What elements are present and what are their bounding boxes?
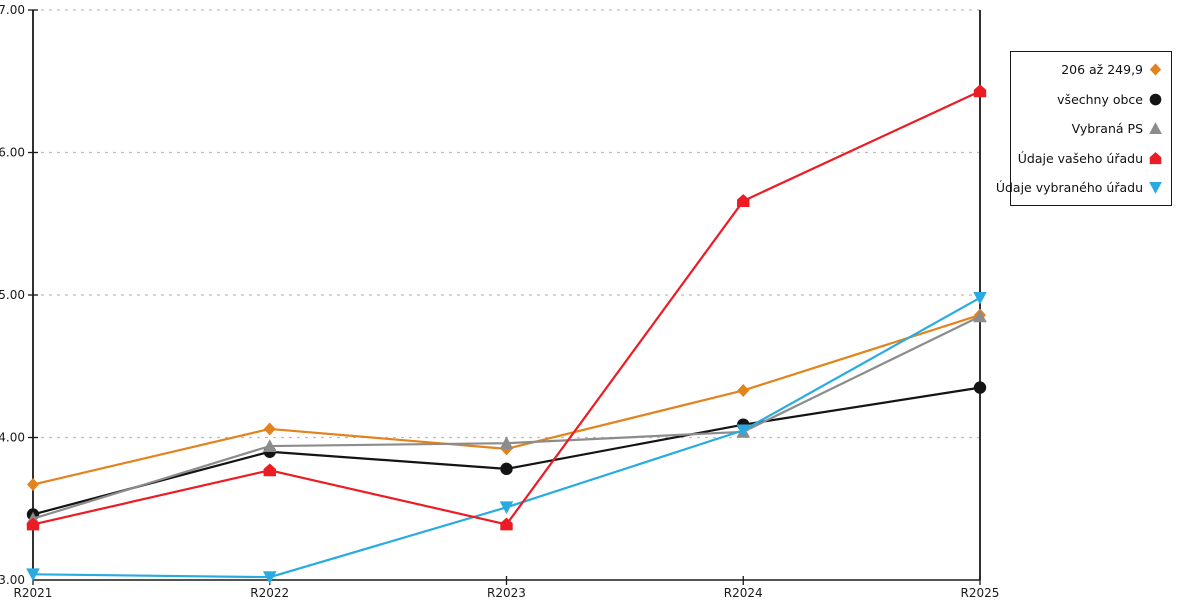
circle-legend-icon bbox=[1149, 93, 1162, 105]
data-point bbox=[737, 194, 750, 207]
legend-item-label: Údaje vybraného úřadu bbox=[995, 180, 1143, 195]
data-point bbox=[263, 463, 276, 477]
data-point bbox=[499, 501, 514, 515]
data-point bbox=[26, 517, 40, 531]
x-tick-label: R2022 bbox=[250, 586, 289, 600]
data-point bbox=[499, 436, 514, 450]
legend-item: 206 až 249,9 bbox=[1015, 55, 1163, 84]
x-tick-label: R2024 bbox=[724, 586, 763, 600]
data-point bbox=[737, 383, 750, 397]
chart-legend: 206 až 249,9 všechny obce Vybraná PS Údaje … bbox=[996, 51, 1172, 206]
legend-item: Vybraná PS bbox=[1015, 114, 1163, 143]
x-tick-label: R2021 bbox=[14, 586, 53, 600]
data-point bbox=[973, 381, 987, 394]
x-tick-label: R2023 bbox=[487, 586, 526, 600]
triangle-down-legend-icon bbox=[1149, 181, 1162, 194]
legend-item-label: všechny obce bbox=[1057, 91, 1143, 107]
y-tick-label: 3.00 bbox=[0, 573, 25, 587]
diamond-legend-icon bbox=[1149, 63, 1162, 76]
y-tick-label: 5.00 bbox=[0, 288, 25, 302]
x-tick-label: R2025 bbox=[961, 586, 1000, 600]
data-point bbox=[263, 422, 276, 436]
data-point bbox=[500, 462, 513, 476]
data-point bbox=[26, 568, 40, 582]
series-line-1 bbox=[31, 313, 982, 486]
data-point bbox=[973, 84, 987, 98]
pentagon-legend-icon bbox=[1149, 151, 1162, 164]
legend-item: Údaje vašeho úřadu bbox=[1015, 144, 1163, 173]
data-point bbox=[27, 478, 39, 492]
y-tick-label: 7.00 bbox=[0, 3, 25, 17]
legend-item-label: 206 až 249,9 bbox=[1061, 62, 1143, 77]
series-line-4 bbox=[31, 90, 982, 526]
legend-item: Údaje vybraného úřadu bbox=[996, 173, 1163, 202]
data-point bbox=[973, 291, 987, 305]
data-point bbox=[262, 439, 277, 452]
legend-item: všechny obce bbox=[1015, 85, 1163, 114]
y-tick-label: 6.00 bbox=[0, 146, 25, 160]
data-point bbox=[262, 571, 277, 584]
triangle-up-legend-icon bbox=[1149, 122, 1162, 135]
data-point bbox=[500, 517, 513, 531]
y-tick-label: 4.00 bbox=[0, 431, 25, 445]
series-line-3 bbox=[31, 315, 982, 520]
data-point bbox=[973, 309, 987, 323]
legend-item-label: Vybraná PS bbox=[1071, 121, 1143, 136]
legend-item-label: Údaje vašeho úřadu bbox=[1017, 150, 1143, 166]
data-point bbox=[736, 424, 751, 438]
